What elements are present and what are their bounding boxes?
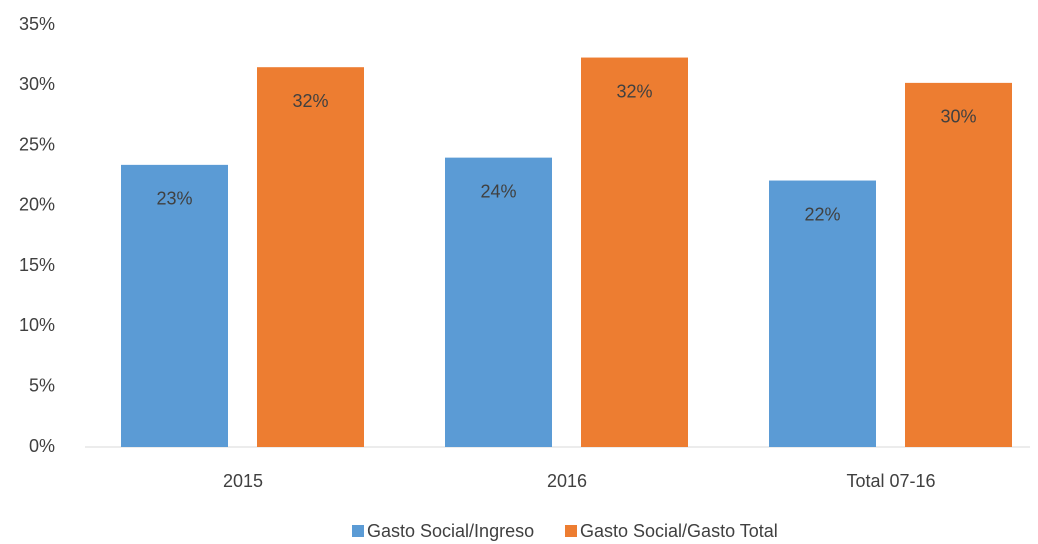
y-tick-label: 0%	[29, 436, 55, 456]
data-label: 22%	[804, 204, 840, 224]
x-tick-label: Total 07-16	[846, 471, 935, 491]
data-label: 32%	[292, 91, 328, 111]
y-tick-label: 25%	[19, 134, 55, 154]
bar	[905, 82, 1012, 448]
x-tick-label: 2015	[223, 471, 263, 491]
data-label: 23%	[156, 189, 192, 209]
y-tick-label: 10%	[19, 315, 55, 335]
data-label: 24%	[480, 181, 516, 201]
y-tick-label: 5%	[29, 375, 55, 395]
bar	[445, 157, 552, 447]
y-tick-label: 35%	[19, 14, 55, 34]
bar	[581, 57, 688, 447]
bar	[257, 67, 364, 447]
bar	[121, 164, 228, 447]
legend-label: Gasto Social/Ingreso	[367, 521, 534, 541]
y-tick-label: 20%	[19, 195, 55, 215]
bar	[769, 180, 876, 447]
x-tick-label: 2016	[547, 471, 587, 491]
data-label: 30%	[940, 107, 976, 127]
y-tick-label: 15%	[19, 255, 55, 275]
data-label: 32%	[616, 81, 652, 101]
legend-swatch	[352, 525, 364, 537]
legend-swatch	[565, 525, 577, 537]
legend-label: Gasto Social/Gasto Total	[580, 521, 778, 541]
y-tick-label: 30%	[19, 74, 55, 94]
